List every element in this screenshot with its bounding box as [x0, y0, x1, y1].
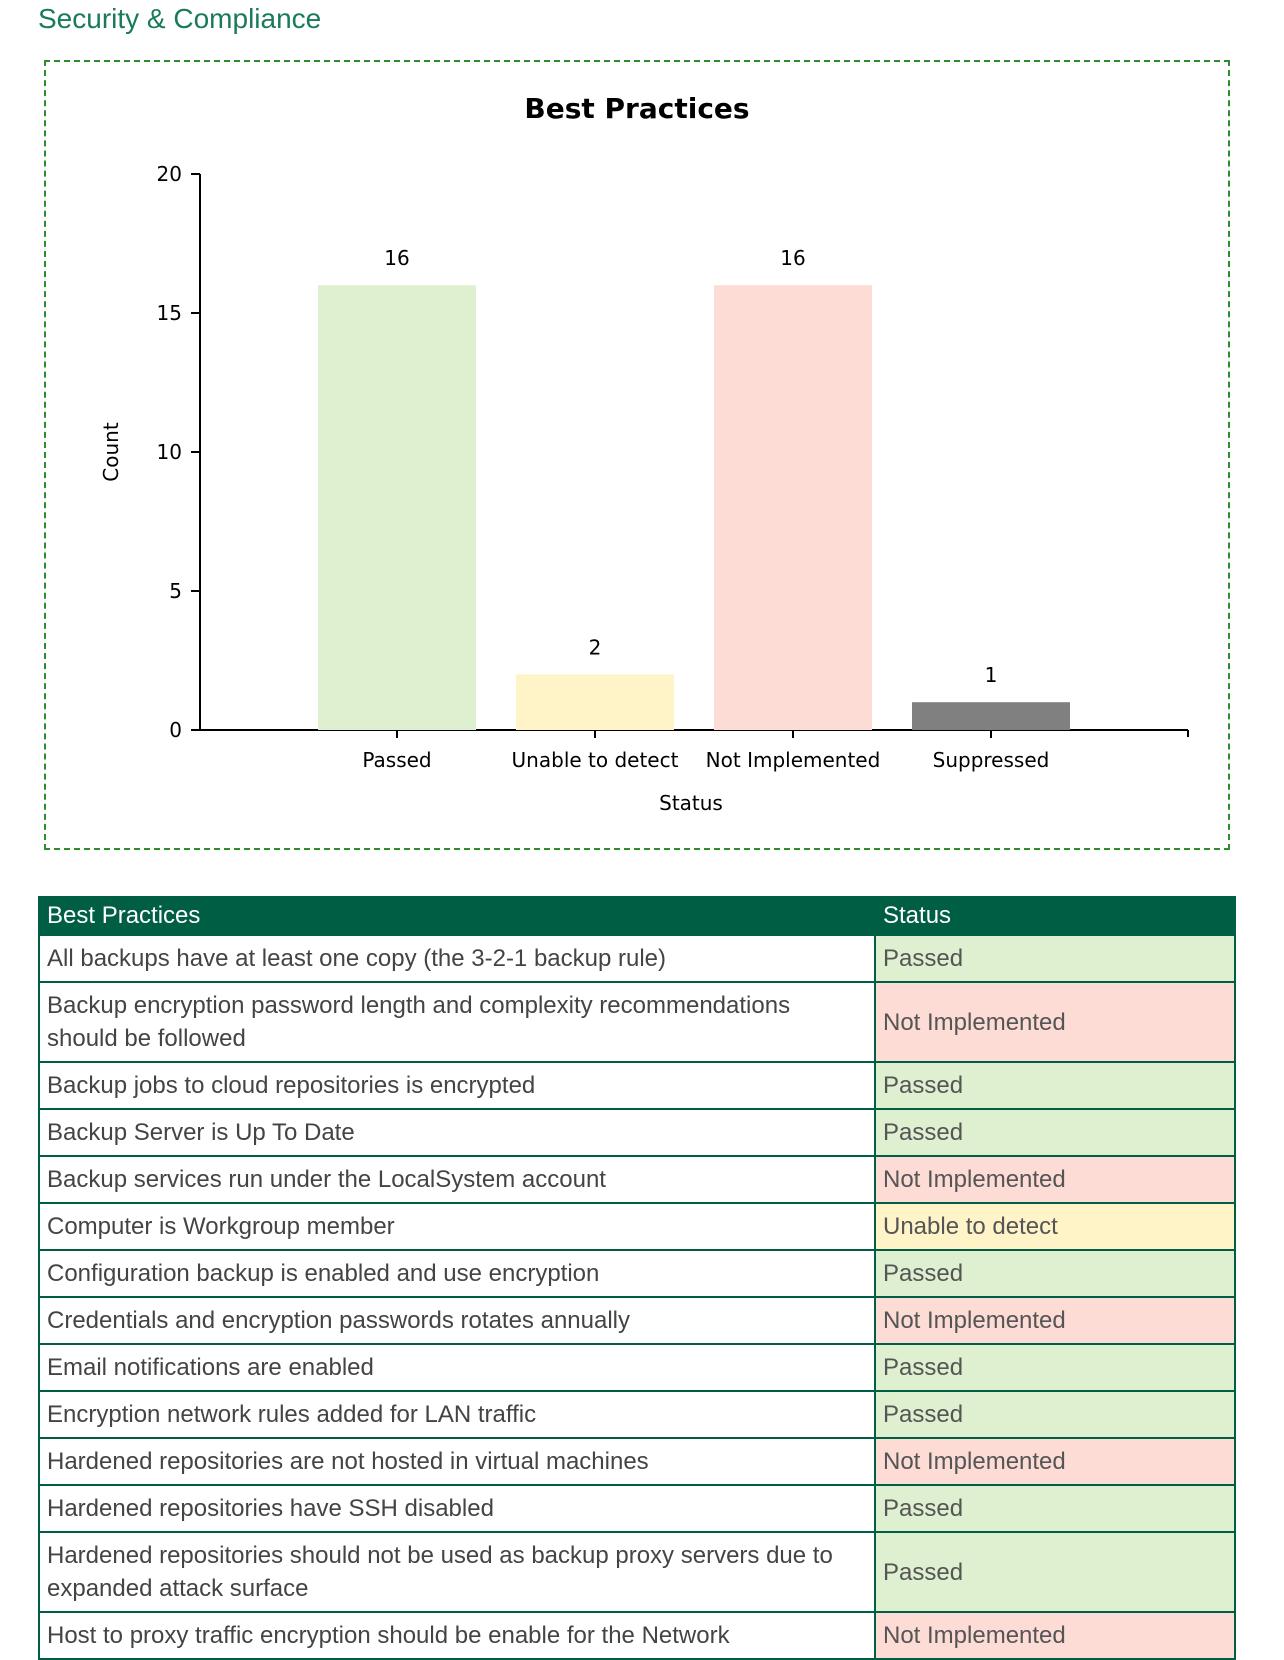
x-tick-label: Unable to detect — [512, 748, 679, 772]
status-cell: Passed — [874, 1484, 1236, 1533]
table-row: Encryption network rules added for LAN t… — [38, 1390, 1236, 1439]
y-tick-label: 0 — [169, 718, 182, 742]
practice-cell: Credentials and encryption passwords rot… — [38, 1296, 876, 1345]
status-cell: Not Implemented — [874, 1296, 1236, 1345]
table-row: All backups have at least one copy (the … — [38, 934, 1236, 983]
table-row: Hardened repositories have SSH disabled P… — [38, 1484, 1236, 1533]
bar-chart-svg: Best Practices Count Status 0 5 10 15 20 16 Pa… — [99, 92, 1189, 815]
section-title: Security & Compliance — [38, 3, 322, 34]
table-row: Credentials and encryption passwords rot… — [38, 1296, 1236, 1345]
best-practices-chart: Best Practices Count Status 0 5 10 15 20 16 Pa… — [44, 60, 1230, 850]
column-header-best-practices: Best Practices — [38, 896, 876, 936]
practice-cell: All backups have at least one copy (the … — [38, 934, 876, 983]
practice-cell: Backup Server is Up To Date — [38, 1108, 876, 1157]
bar-value-label: 2 — [589, 635, 602, 659]
y-tick-label: 5 — [169, 579, 182, 603]
x-tick-label: Suppressed — [933, 748, 1050, 772]
practice-cell: Configuration backup is enabled and use … — [38, 1249, 876, 1298]
table-row: Email notifications are enabled Passed — [38, 1343, 1236, 1392]
table-row: Host to proxy traffic encryption should … — [38, 1611, 1236, 1660]
status-cell: Not Implemented — [874, 1155, 1236, 1204]
table-header-row: Best Practices Status — [38, 896, 1236, 936]
bar-value-label: 16 — [384, 246, 409, 270]
x-axis-label: Status — [659, 791, 723, 815]
table-row: Backup jobs to cloud repositories is enc… — [38, 1061, 1236, 1110]
status-cell: Unable to detect — [874, 1202, 1236, 1251]
practice-cell: Email notifications are enabled — [38, 1343, 876, 1392]
table-row: Backup Server is Up To Date Passed — [38, 1108, 1236, 1157]
status-cell: Passed — [874, 1061, 1236, 1110]
practice-cell: Computer is Workgroup member — [38, 1202, 876, 1251]
x-tick-label: Passed — [362, 748, 431, 772]
y-tick-label: 15 — [157, 301, 182, 325]
best-practices-table: Best Practices Status All backups have a… — [38, 896, 1236, 1660]
table-row: Computer is Workgroup member Unable to de… — [38, 1202, 1236, 1251]
x-tick-label: Not Implemented — [706, 748, 881, 772]
practice-cell: Host to proxy traffic encryption should … — [38, 1611, 876, 1660]
table-row: Hardened repositories are not hosted in … — [38, 1437, 1236, 1486]
table-row: Backup services run under the LocalSyste… — [38, 1155, 1236, 1204]
status-cell: Passed — [874, 1249, 1236, 1298]
y-tick-label: 10 — [157, 440, 182, 464]
practice-cell: Hardened repositories are not hosted in … — [38, 1437, 876, 1486]
status-cell: Passed — [874, 934, 1236, 983]
status-cell: Not Implemented — [874, 1437, 1236, 1486]
status-cell: Passed — [874, 1108, 1236, 1157]
status-cell: Passed — [874, 1390, 1236, 1439]
bar — [318, 285, 476, 730]
y-tick-label: 20 — [157, 162, 182, 186]
practice-cell: Hardened repositories should not be used… — [38, 1531, 876, 1613]
practice-cell: Encryption network rules added for LAN t… — [38, 1390, 876, 1439]
y-axis-label: Count — [99, 422, 123, 482]
status-cell: Not Implemented — [874, 981, 1236, 1063]
column-header-status: Status — [874, 896, 1236, 936]
status-cell: Passed — [874, 1343, 1236, 1392]
table-row: Backup encryption password length and co… — [38, 981, 1236, 1063]
table-row: Configuration backup is enabled and use … — [38, 1249, 1236, 1298]
bar — [516, 674, 674, 730]
chart-title: Best Practices — [524, 92, 749, 125]
practice-cell: Backup encryption password length and co… — [38, 981, 876, 1063]
practice-cell: Backup services run under the LocalSyste… — [38, 1155, 876, 1204]
practice-cell: Hardened repositories have SSH disabled — [38, 1484, 876, 1533]
table-row: Hardened repositories should not be used… — [38, 1531, 1236, 1613]
bar-value-label: 1 — [985, 663, 998, 687]
bar — [714, 285, 872, 730]
status-cell: Not Implemented — [874, 1611, 1236, 1660]
practice-cell: Backup jobs to cloud repositories is enc… — [38, 1061, 876, 1110]
bar — [912, 702, 1070, 730]
bar-value-label: 16 — [780, 246, 805, 270]
status-cell: Passed — [874, 1531, 1236, 1613]
